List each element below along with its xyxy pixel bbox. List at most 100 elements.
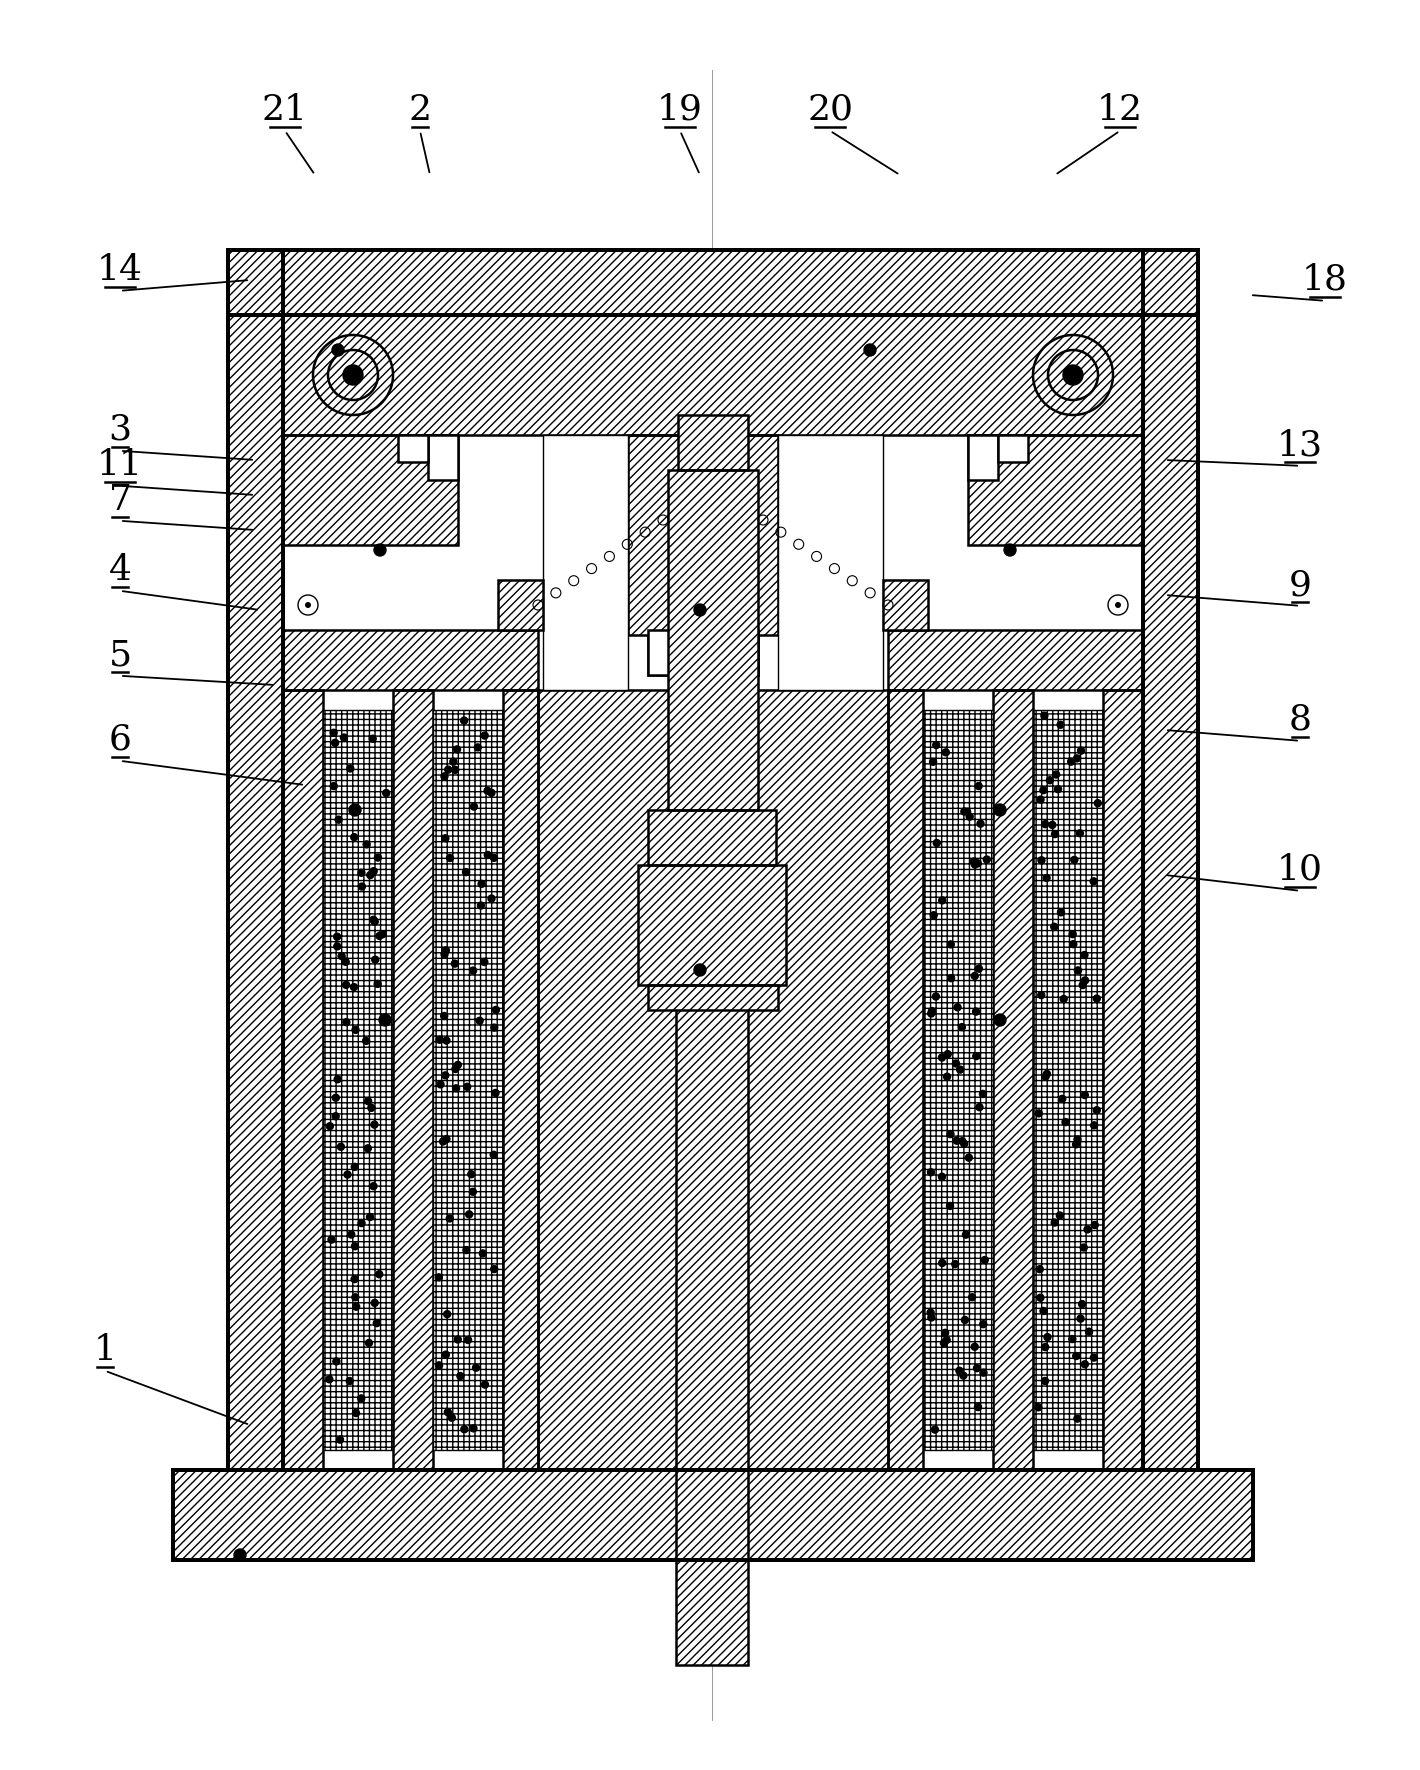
Circle shape: [1074, 1414, 1081, 1421]
Circle shape: [980, 1090, 987, 1097]
Circle shape: [358, 883, 365, 890]
Circle shape: [446, 1214, 453, 1221]
Circle shape: [332, 1113, 339, 1120]
Bar: [538, 690, 888, 1471]
Bar: [538, 690, 888, 1471]
Text: 14: 14: [97, 253, 143, 287]
Text: 18: 18: [1302, 264, 1348, 297]
Bar: [677, 414, 748, 471]
Bar: [283, 630, 538, 690]
Circle shape: [464, 1083, 470, 1090]
Circle shape: [994, 1014, 1005, 1027]
Circle shape: [944, 1051, 951, 1058]
Circle shape: [1081, 952, 1088, 959]
Text: 3: 3: [108, 412, 132, 448]
Circle shape: [1093, 1106, 1100, 1113]
Circle shape: [375, 853, 382, 860]
Circle shape: [1079, 1301, 1085, 1308]
Circle shape: [436, 1361, 443, 1368]
Circle shape: [476, 1018, 483, 1025]
Bar: [229, 250, 283, 1471]
Circle shape: [366, 1214, 373, 1221]
Circle shape: [453, 745, 460, 752]
Circle shape: [943, 749, 950, 756]
Text: 1: 1: [94, 1333, 116, 1366]
Bar: [503, 690, 538, 1471]
Circle shape: [971, 972, 978, 979]
Circle shape: [1055, 786, 1062, 793]
Circle shape: [976, 1104, 983, 1110]
Text: 9: 9: [1288, 568, 1312, 602]
Circle shape: [943, 1073, 950, 1080]
Circle shape: [379, 1014, 391, 1027]
Circle shape: [1075, 966, 1082, 974]
Circle shape: [1082, 1361, 1088, 1368]
Bar: [667, 471, 758, 811]
Bar: [628, 435, 778, 635]
Circle shape: [331, 729, 337, 736]
Bar: [173, 1471, 1252, 1559]
Bar: [229, 250, 1198, 1471]
Circle shape: [1056, 1212, 1064, 1220]
Circle shape: [1051, 1220, 1058, 1227]
Bar: [433, 710, 503, 1450]
Bar: [648, 635, 758, 674]
Bar: [638, 866, 787, 984]
Circle shape: [966, 812, 973, 820]
Bar: [648, 635, 758, 674]
Circle shape: [1041, 1377, 1048, 1384]
Circle shape: [1041, 712, 1048, 719]
Circle shape: [365, 1145, 372, 1152]
Bar: [638, 866, 787, 984]
Circle shape: [1082, 977, 1089, 984]
Bar: [498, 581, 542, 630]
Circle shape: [436, 1274, 443, 1281]
Bar: [676, 515, 748, 1666]
Circle shape: [325, 1375, 332, 1382]
Bar: [883, 581, 929, 630]
Circle shape: [351, 1276, 358, 1283]
Bar: [1143, 250, 1198, 1471]
Circle shape: [344, 1172, 351, 1179]
Circle shape: [1072, 1352, 1079, 1359]
Circle shape: [1078, 747, 1085, 754]
Circle shape: [371, 1182, 376, 1189]
Circle shape: [470, 804, 477, 811]
Circle shape: [974, 860, 981, 867]
Bar: [398, 435, 427, 462]
Circle shape: [1091, 878, 1098, 885]
Circle shape: [443, 1310, 450, 1317]
Bar: [1143, 250, 1198, 1471]
Circle shape: [346, 1377, 354, 1384]
Circle shape: [443, 947, 449, 954]
Text: 4: 4: [108, 552, 132, 588]
Circle shape: [1069, 1336, 1076, 1343]
Circle shape: [961, 809, 968, 814]
Bar: [1103, 690, 1143, 1471]
Circle shape: [968, 1294, 976, 1301]
Bar: [1032, 710, 1103, 1450]
Circle shape: [941, 1329, 949, 1336]
Circle shape: [980, 1370, 987, 1375]
Circle shape: [939, 1260, 946, 1267]
Bar: [229, 250, 1198, 1471]
Circle shape: [440, 1138, 446, 1145]
Circle shape: [1039, 1308, 1047, 1315]
Circle shape: [959, 1138, 966, 1145]
Circle shape: [452, 959, 459, 966]
Circle shape: [366, 871, 373, 878]
Text: 11: 11: [97, 448, 143, 481]
Circle shape: [480, 1250, 486, 1257]
Circle shape: [1044, 1071, 1051, 1078]
Circle shape: [1093, 995, 1100, 1002]
Circle shape: [943, 1336, 950, 1343]
Circle shape: [1004, 543, 1015, 556]
Circle shape: [1072, 1142, 1079, 1149]
Circle shape: [481, 733, 488, 740]
Bar: [778, 435, 883, 690]
Circle shape: [334, 933, 341, 940]
Circle shape: [457, 1372, 464, 1379]
Circle shape: [1079, 982, 1086, 989]
Circle shape: [446, 855, 453, 862]
Circle shape: [980, 1320, 987, 1328]
